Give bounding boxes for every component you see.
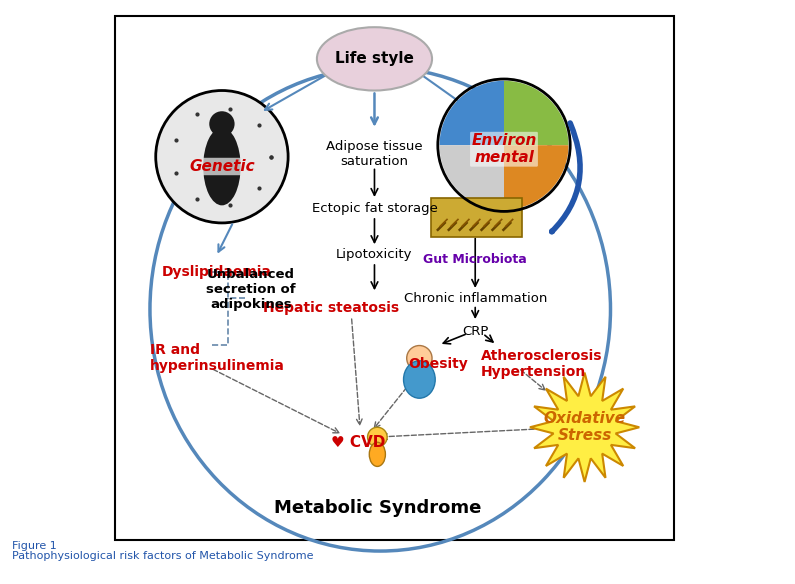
Text: ♥ CVD: ♥ CVD (332, 435, 386, 450)
Text: Metabolic Syndrome: Metabolic Syndrome (273, 499, 481, 517)
Text: Lipotoxicity: Lipotoxicity (336, 248, 413, 261)
Ellipse shape (317, 27, 432, 91)
Text: Adipose tissue
saturation: Adipose tissue saturation (326, 140, 423, 168)
Ellipse shape (404, 361, 435, 398)
Text: Pathophysiological risk factors of Metabolic Syndrome: Pathophysiological risk factors of Metab… (12, 551, 313, 561)
Text: Hepatic steatosis: Hepatic steatosis (263, 301, 399, 315)
Wedge shape (504, 81, 568, 145)
Text: Chronic inflammation: Chronic inflammation (404, 293, 547, 305)
Ellipse shape (370, 442, 386, 467)
Circle shape (367, 427, 387, 447)
Text: Oxidative
Stress: Oxidative Stress (544, 411, 626, 443)
Wedge shape (440, 81, 504, 145)
Ellipse shape (204, 128, 241, 206)
FancyBboxPatch shape (115, 16, 674, 540)
Circle shape (156, 91, 288, 223)
Wedge shape (504, 145, 568, 210)
Text: Genetic: Genetic (189, 159, 254, 174)
Polygon shape (530, 373, 639, 482)
Text: IR and
hyperinsulinemia: IR and hyperinsulinemia (150, 343, 285, 373)
Text: CRP: CRP (462, 325, 488, 338)
Text: Figure 1: Figure 1 (12, 541, 56, 551)
Text: Obesity: Obesity (408, 357, 467, 371)
Wedge shape (440, 145, 504, 210)
Circle shape (407, 346, 432, 371)
Text: Ectopic fat storage: Ectopic fat storage (312, 202, 437, 215)
Text: Environ
mental: Environ mental (471, 133, 537, 165)
FancyBboxPatch shape (432, 198, 522, 237)
Text: Gut Microbiota: Gut Microbiota (424, 253, 527, 266)
Text: Atherosclerosis
Hypertension: Atherosclerosis Hypertension (481, 349, 603, 379)
Text: Life style: Life style (335, 51, 414, 67)
Text: Unbalanced
secretion of
adipokines: Unbalanced secretion of adipokines (206, 267, 296, 311)
Circle shape (209, 111, 235, 137)
Text: Dyslipidaemia: Dyslipidaemia (161, 265, 271, 279)
FancyArrowPatch shape (552, 123, 580, 232)
